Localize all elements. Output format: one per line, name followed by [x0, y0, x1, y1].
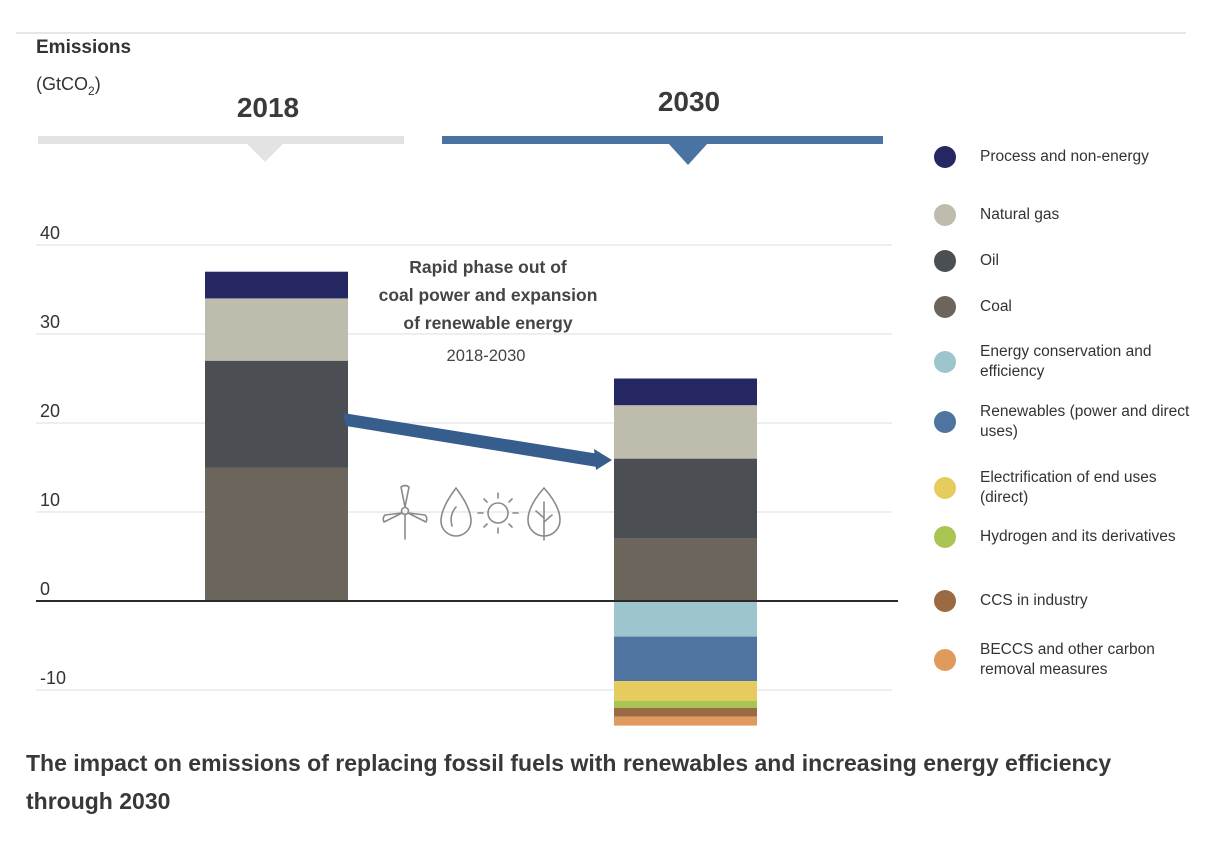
legend-swatch — [934, 411, 956, 433]
legend-item: Electrification of end uses (direct) — [934, 468, 1190, 508]
legend-label: Energy conservation and efficiency — [980, 343, 1152, 380]
legend-swatch — [934, 526, 956, 548]
legend-label: Oil — [980, 252, 999, 269]
legend-item: BECCS and other carbon removal measures — [934, 640, 1190, 680]
header-2030-label: 2030 — [658, 86, 720, 117]
bar-2018-oil — [205, 360, 348, 468]
legend-label: Hydrogen and its derivatives — [980, 528, 1176, 545]
y-axis-title: Emissions — [36, 37, 131, 58]
sun-icon — [477, 492, 519, 534]
legend-label: BECCS and other carbon removal measures — [980, 641, 1155, 678]
y-tick-label: 40 — [40, 223, 60, 243]
bar-2030-oil — [614, 458, 757, 539]
annotation-period: 2018-2030 — [447, 347, 526, 365]
water-drop-icon — [440, 487, 472, 537]
legend-swatch — [934, 146, 956, 168]
bar-2018-process-and-non-energy — [205, 271, 348, 299]
legend-item: CCS in industry — [934, 590, 1190, 612]
bar-2030-energy-conservation-and-efficiency — [614, 601, 757, 637]
transition-arrow — [343, 413, 612, 470]
bar-2030-process-and-non-energy — [614, 378, 757, 406]
legend-label: Electrification of end uses (direct) — [980, 469, 1157, 506]
y-tick-labels: 40 30 20 10 0 -10 — [40, 223, 66, 688]
legend-label: Coal — [980, 298, 1012, 315]
y-axis-unit: (GtCO2) — [36, 74, 101, 98]
legend-item: Coal — [934, 296, 1190, 318]
bar-2030-beccs-and-other-carbon-removal-measures — [614, 716, 757, 726]
legend-item: Hydrogen and its derivatives — [934, 526, 1190, 548]
annotation-line-3: of renewable energy — [403, 313, 572, 333]
legend-swatch — [934, 250, 956, 272]
y-tick-label: 10 — [40, 490, 60, 510]
bar-2030-ccs-in-industry — [614, 707, 757, 717]
emissions-chart: Emissions (GtCO2) 2018 2030 40 30 20 10 0 -10… — [16, 32, 1186, 726]
bar-2030-renewables-power-and-direct-uses — [614, 636, 757, 682]
header-2018-label: 2018 — [237, 92, 299, 123]
header-2030-band — [442, 136, 883, 144]
legend-swatch — [934, 649, 956, 671]
chart-caption: The impact on emissions of replacing fos… — [26, 750, 1112, 814]
y-tick-label: -10 — [40, 668, 66, 688]
arrow-shaft — [343, 413, 599, 467]
gridlines — [36, 244, 892, 691]
legend-label: CCS in industry — [980, 592, 1088, 609]
legend-label: Natural gas — [980, 206, 1060, 223]
bar-2018-natural-gas — [205, 298, 348, 361]
leaf-icon — [527, 487, 561, 541]
legend-swatch — [934, 477, 956, 499]
legend-label: Renewables (power and direct uses) — [980, 403, 1190, 440]
bar-2030-natural-gas — [614, 405, 757, 459]
legend-item: Process and non-energy — [934, 146, 1190, 168]
legend-item: Renewables (power and direct uses) — [934, 402, 1190, 442]
header-2018-band — [38, 136, 404, 144]
legend-swatch — [934, 204, 956, 226]
stacked-bars — [205, 271, 757, 726]
arrow-head — [594, 449, 612, 470]
y-tick-label: 0 — [40, 579, 50, 599]
y-tick-label: 20 — [40, 401, 60, 421]
bar-2018-coal — [205, 467, 348, 601]
legend-item: Natural gas — [934, 204, 1190, 226]
header-2018-pointer — [246, 143, 284, 162]
legend-swatch — [934, 590, 956, 612]
legend-label: Process and non-energy — [980, 148, 1149, 165]
header-2030-pointer — [668, 143, 708, 165]
bar-2030-electrification-of-end-uses-direct — [614, 681, 757, 701]
annotation-line-1: Rapid phase out of — [409, 257, 567, 277]
annotation-line-2: coal power and expansion — [379, 285, 598, 305]
bar-2030-hydrogen-and-its-derivatives — [614, 700, 757, 708]
legend-swatch — [934, 296, 956, 318]
legend-item: Energy conservation and efficiency — [934, 342, 1190, 382]
legend-item: Oil — [934, 250, 1190, 272]
wind-turbine-icon — [382, 484, 428, 540]
y-tick-label: 30 — [40, 312, 60, 332]
legend-swatch — [934, 351, 956, 373]
bar-2030-coal — [614, 538, 757, 601]
